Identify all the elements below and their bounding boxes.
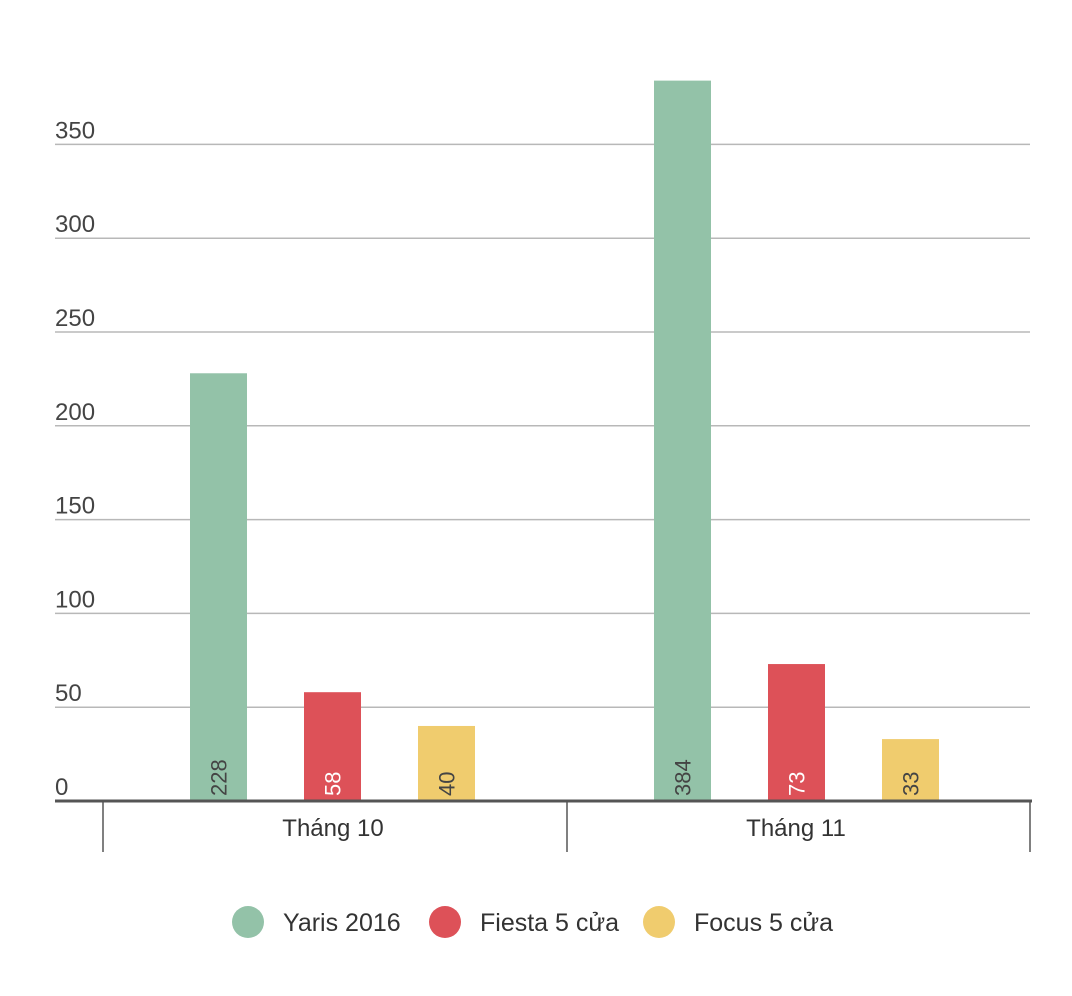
bar-value-label: 58: [321, 772, 346, 796]
bar-value-label: 73: [785, 772, 810, 796]
bar: [768, 664, 825, 801]
bar-value-label: 228: [207, 759, 232, 796]
bar: [882, 739, 939, 801]
legend-swatch: [429, 906, 461, 938]
legend-swatch: [643, 906, 675, 938]
legend-label: Fiesta 5 cửa: [480, 909, 619, 937]
bar-value-label: 33: [899, 772, 924, 796]
x-category-label: Tháng 10: [282, 815, 383, 842]
bar: [418, 725, 475, 801]
y-tick-label: 200: [55, 399, 95, 426]
legend-item: Yaris 2016: [232, 906, 401, 938]
legend-swatch: [232, 906, 264, 938]
x-category-label: Tháng 11: [746, 815, 846, 842]
x-axis: Tháng 10 Tháng 11: [55, 799, 1032, 852]
legend-label: Yaris 2016: [283, 909, 401, 937]
y-tick-label: 150: [55, 493, 95, 520]
bars: 228 58 40 384 73 33: [190, 80, 939, 802]
bar: [654, 80, 711, 802]
bar: [304, 692, 361, 801]
y-tick-label: 0: [55, 774, 68, 801]
y-tick-label: 350: [55, 117, 95, 144]
legend: Yaris 2016 Fiesta 5 cửa Focus 5 cửa: [232, 906, 833, 938]
y-tick-label: 100: [55, 586, 95, 613]
y-axis-ticks: 0 50 100 150 200 250 300 350: [55, 117, 95, 801]
bar: [190, 373, 247, 801]
legend-label: Focus 5 cửa: [694, 909, 833, 937]
y-tick-label: 50: [55, 680, 82, 707]
y-tick-label: 300: [55, 211, 95, 238]
legend-item: Focus 5 cửa: [643, 906, 833, 938]
bar-value-label: 384: [671, 759, 696, 796]
bar-value-label: 40: [435, 772, 460, 796]
y-tick-label: 250: [55, 305, 95, 332]
legend-item: Fiesta 5 cửa: [429, 906, 619, 938]
